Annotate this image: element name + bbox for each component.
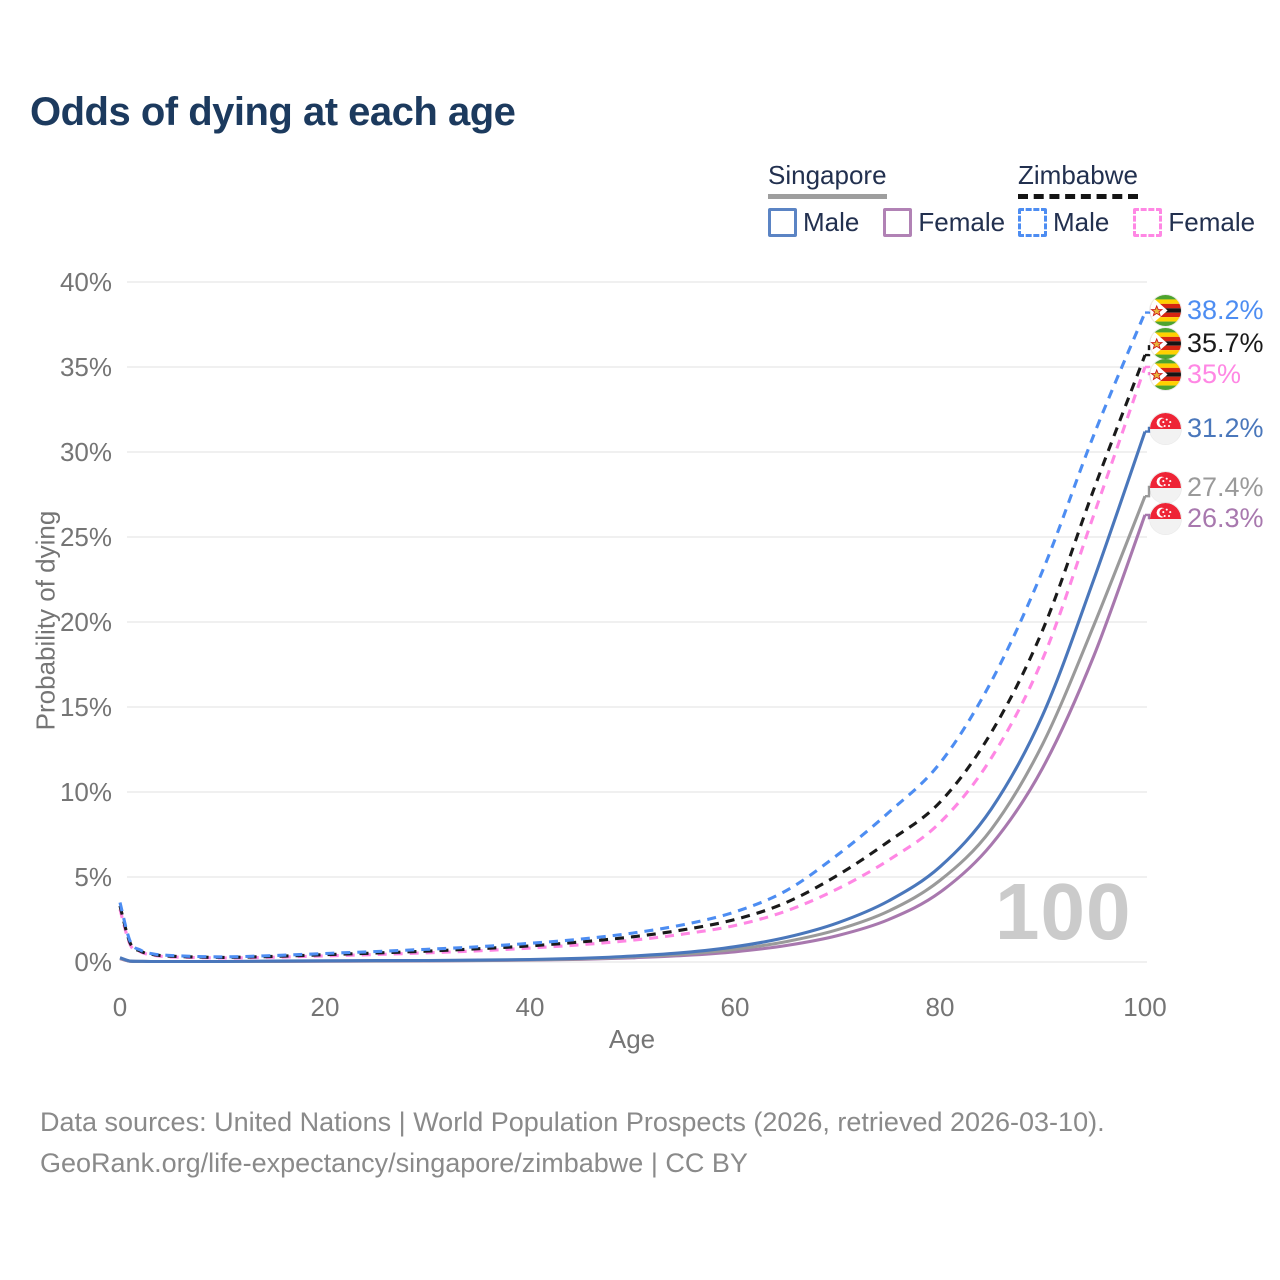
y-tick-label: 25% bbox=[60, 522, 112, 552]
legend-label: Female bbox=[1168, 207, 1256, 237]
legend-country-zimbabwe[interactable]: Zimbabwe bbox=[1018, 160, 1138, 199]
x-tick-label: 0 bbox=[113, 992, 127, 1022]
legend-country-singapore[interactable]: Singapore bbox=[768, 160, 887, 199]
y-tick-label: 15% bbox=[60, 692, 112, 722]
leader-line bbox=[1145, 308, 1153, 314]
zimbabwe-male-swatch-icon bbox=[1018, 208, 1047, 237]
zimbabwe-flag-icon bbox=[1150, 358, 1181, 390]
end-value: 35% bbox=[1187, 358, 1242, 389]
end-value: 35.7% bbox=[1187, 327, 1264, 358]
singapore-female-swatch-icon bbox=[883, 208, 913, 237]
end-label-singapore-male: 31.2% bbox=[1150, 412, 1264, 444]
series-line-singapore-both-sexes[interactable] bbox=[119, 495, 1147, 964]
legend-label: Male bbox=[803, 207, 860, 237]
x-tick-label: 100 bbox=[1123, 992, 1166, 1022]
zimbabwe-flag-icon bbox=[1150, 294, 1181, 326]
end-value: 38.2% bbox=[1187, 294, 1264, 325]
legend-label: Male bbox=[1053, 207, 1110, 237]
footer: Data sources: United Nations | World Pop… bbox=[40, 1102, 1105, 1184]
zimbabwe-female-swatch-icon bbox=[1133, 208, 1163, 237]
series-line-zimbabwe-both-sexes[interactable] bbox=[118, 354, 1147, 959]
y-tick-label: 40% bbox=[60, 267, 112, 297]
legend-label: Female bbox=[918, 207, 1006, 237]
end-label-zimbabwe-male: 38.2% bbox=[1150, 294, 1264, 326]
end-label-singapore-both: 27.4% bbox=[1150, 471, 1264, 503]
legend-item-singapore-male[interactable]: Male bbox=[768, 207, 859, 238]
x-tick-label: 40 bbox=[516, 992, 545, 1022]
attribution-line: GeoRank.org/life-expectancy/singapore/zi… bbox=[40, 1148, 748, 1178]
zimbabwe-flag-icon bbox=[1150, 327, 1181, 359]
legend-item-singapore-female[interactable]: Female bbox=[883, 207, 1005, 238]
end-value: 27.4% bbox=[1187, 471, 1264, 502]
y-tick-label: 10% bbox=[60, 777, 112, 807]
x-tick-label: 60 bbox=[721, 992, 750, 1022]
y-axis-title: Probability of dying bbox=[30, 510, 61, 731]
end-value: 31.2% bbox=[1187, 412, 1264, 443]
y-tick-label: 0% bbox=[74, 947, 112, 977]
series-line-singapore-female[interactable] bbox=[119, 514, 1147, 964]
y-tick-label: 30% bbox=[60, 437, 112, 467]
legend-group-singapore: Singapore Male Female bbox=[768, 160, 1005, 238]
end-label-zimbabwe-both: 35.7% bbox=[1150, 327, 1264, 359]
legend-group-zimbabwe: Zimbabwe Male Female bbox=[1018, 160, 1255, 238]
end-value: 26.3% bbox=[1187, 502, 1264, 533]
hovered-age-watermark: 100 bbox=[995, 867, 1132, 956]
singapore-flag-icon bbox=[1150, 502, 1181, 534]
y-tick-label: 35% bbox=[60, 352, 112, 382]
x-tick-label: 20 bbox=[311, 992, 340, 1022]
x-tick-label: 80 bbox=[926, 992, 955, 1022]
series-line-singapore-male[interactable] bbox=[119, 431, 1147, 964]
y-tick-label: 5% bbox=[74, 862, 112, 892]
page-title: Odds of dying at each age bbox=[30, 90, 516, 134]
singapore-flag-icon bbox=[1150, 412, 1181, 444]
singapore-flag-icon bbox=[1150, 471, 1181, 503]
singapore-male-swatch-icon bbox=[768, 208, 797, 237]
y-tick-label: 20% bbox=[60, 607, 112, 637]
data-sources-line: Data sources: United Nations | World Pop… bbox=[40, 1107, 1105, 1137]
x-axis-title: Age bbox=[608, 1024, 656, 1054]
legend-item-zimbabwe-male[interactable]: Male bbox=[1018, 207, 1109, 238]
series-line-zimbabwe-male[interactable] bbox=[118, 312, 1147, 959]
end-label-singapore-female: 26.3% bbox=[1150, 502, 1264, 534]
legend-item-zimbabwe-female[interactable]: Female bbox=[1133, 207, 1255, 238]
series-line-zimbabwe-female[interactable] bbox=[118, 366, 1147, 960]
end-label-zimbabwe-female: 35% bbox=[1150, 358, 1241, 390]
